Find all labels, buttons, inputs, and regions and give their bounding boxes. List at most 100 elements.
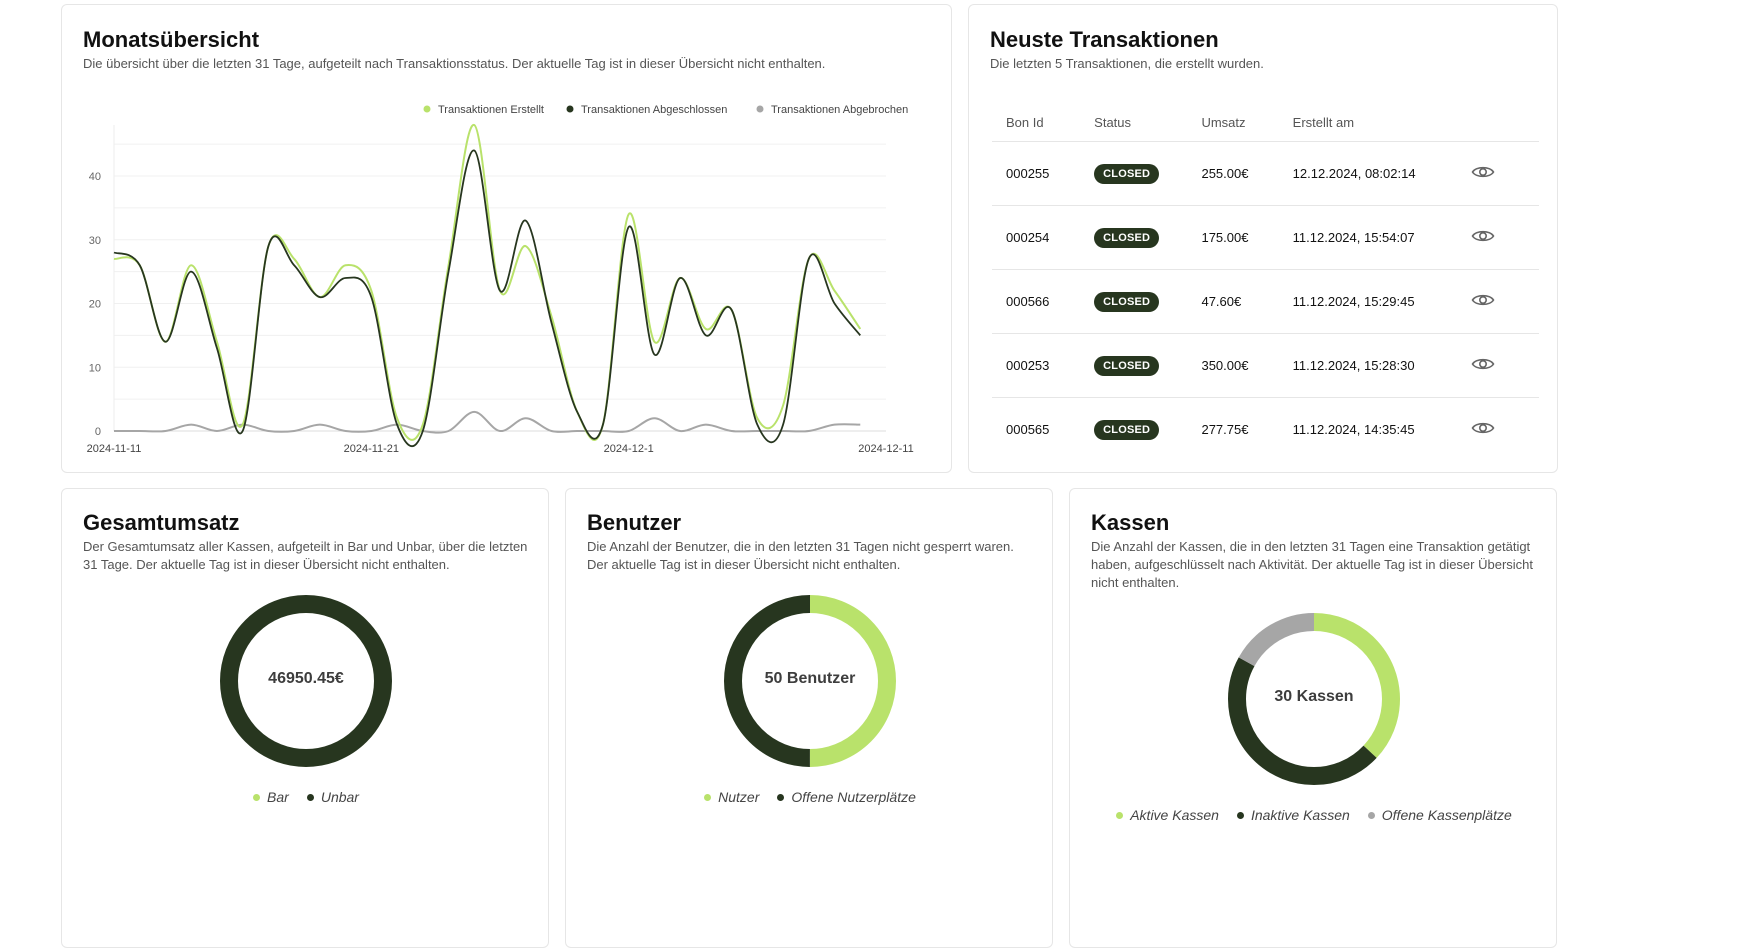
action-cell xyxy=(1457,269,1539,334)
revenue-legend: Bar Unbar xyxy=(62,789,550,805)
registers-title: Kassen xyxy=(1091,510,1170,535)
amount-cell: 277.75€ xyxy=(1201,422,1249,437)
amount-cell: 175.00€ xyxy=(1187,205,1279,270)
y-tick-label: 10 xyxy=(89,362,101,374)
revenue-total: 46950.45€ xyxy=(268,670,344,687)
eye-icon[interactable] xyxy=(1471,420,1495,436)
created-cell: 11.12.2024, 15:29:45 xyxy=(1278,269,1457,334)
action-cell xyxy=(1457,333,1539,398)
legend-label: Offene Kassenplätze xyxy=(1381,807,1512,823)
latest-transactions-title: Neuste Transaktionen xyxy=(990,27,1219,52)
users-title: Benutzer xyxy=(587,510,682,535)
table-header-row: Bon Id Status Umsatz Erstellt am xyxy=(992,103,1539,142)
amount-cell: 350.00€ xyxy=(1187,333,1279,398)
revenue-title: Gesamtumsatz xyxy=(83,510,240,535)
legend-item: Transaktionen Abgeschlossen xyxy=(566,104,727,116)
column-header-bon-id: Bon Id xyxy=(992,103,1081,142)
legend-dot xyxy=(704,793,712,801)
donut-slice xyxy=(220,595,392,767)
users-donut-chart xyxy=(724,595,896,767)
status-badge: CLOSED xyxy=(1094,419,1160,440)
bon-id-cell: 000254 xyxy=(992,205,1081,270)
chart-legend: Transaktionen Erstellt Transaktionen Abge… xyxy=(423,104,908,116)
legend-label: Bar xyxy=(267,789,289,805)
legend-label: Transaktionen Erstellt xyxy=(438,104,544,116)
latest-transactions-description: Die letzten 5 Transaktionen, die erstell… xyxy=(990,56,1264,71)
amount-cell: 255.00€ xyxy=(1187,141,1279,206)
registers-total: 30 Kassen xyxy=(1274,688,1354,705)
transactions-table: Bon Id Status Umsatz Erstellt am 000255 C… xyxy=(992,103,1539,461)
registers-legend: Aktive Kassen Inaktive Kassen Offene Kasse… xyxy=(1070,807,1558,823)
line-chart: 0 10 20 30 40 2024-11-11 2024-11-21 2024-12-1 20… xyxy=(87,104,914,455)
monthly-overview-title: Monatsübersicht xyxy=(83,27,260,52)
legend-dot xyxy=(566,105,574,113)
action-cell xyxy=(1457,205,1539,270)
users-total: 50 Benutzer xyxy=(764,670,856,687)
legend-item: Unbar xyxy=(306,789,359,805)
legend-label: Inaktive Kassen xyxy=(1250,807,1350,823)
users-description: Die Anzahl der Benutzer, die in den letz… xyxy=(587,539,1014,572)
status-cell: CLOSED xyxy=(1080,269,1188,334)
legend-dot xyxy=(423,105,431,113)
bon-id-cell: 000253 xyxy=(992,333,1081,398)
monthly-overview-card: Monatsübersicht Die übersicht über die l… xyxy=(61,4,952,473)
legend-item: Transaktionen Abgebrochen xyxy=(756,104,908,116)
users-card: Benutzer Die Anzahl der Benutzer, die in… xyxy=(565,488,1053,948)
legend-dot xyxy=(253,793,261,801)
eye-icon[interactable] xyxy=(1471,228,1495,244)
legend-dot xyxy=(777,793,785,801)
action-cell xyxy=(1457,141,1539,206)
y-tick-label: 40 xyxy=(89,171,101,183)
table-row: 000253 CLOSED 350.00€ 11.12.2024, 15:28:30 xyxy=(992,333,1539,398)
registers-description: Die Anzahl der Kassen, die in den letzte… xyxy=(1091,539,1533,590)
action-cell xyxy=(1457,398,1539,462)
created-cell: 11.12.2024, 14:35:45 xyxy=(1292,422,1415,437)
status-badge: CLOSED xyxy=(1094,227,1160,248)
revenue-card: Gesamtumsatz Der Gesamtumsatz aller Kass… xyxy=(61,488,549,948)
donut-slice xyxy=(1228,613,1400,785)
eye-icon[interactable] xyxy=(1471,292,1495,308)
eye-icon[interactable] xyxy=(1471,164,1495,180)
latest-transactions-card: Neuste Transaktionen Die letzten 5 Trans… xyxy=(968,4,1558,473)
x-tick-label: 2024-12-1 xyxy=(604,443,654,455)
table-row: 000255 CLOSED 255.00€ 12.12.2024, 08:02:14 xyxy=(992,141,1539,206)
monthly-overview-description: Die übersicht über die letzten 31 Tage, … xyxy=(83,56,826,71)
table-row: 000565 CLOSED 277.75€ 11.12.2024, 14:35:45 xyxy=(992,398,1539,462)
series-line-erstellt xyxy=(113,123,862,441)
legend-item: Aktive Kassen xyxy=(1116,807,1219,823)
column-header-actions xyxy=(1457,103,1539,142)
legend-label: Transaktionen Abgeschlossen xyxy=(581,104,727,116)
legend-item: Nutzer xyxy=(704,789,759,805)
legend-item: Bar xyxy=(253,789,289,805)
y-tick-label: 30 xyxy=(89,235,101,247)
legend-item: Offene Nutzerplätze xyxy=(777,789,916,805)
legend-label: Offene Nutzerplätze xyxy=(791,789,916,805)
users-legend: Nutzer Offene Nutzerplätze xyxy=(566,789,1054,805)
donut-slice xyxy=(724,595,896,767)
column-header-umsatz: Umsatz xyxy=(1187,103,1279,142)
legend-label: Aktive Kassen xyxy=(1130,807,1219,823)
status-cell: CLOSED xyxy=(1080,398,1187,462)
table-row: 000566 CLOSED 47.60€ 11.12.2024, 15:29:45 xyxy=(992,269,1539,334)
eye-icon[interactable] xyxy=(1471,356,1495,372)
legend-dot xyxy=(1367,811,1375,819)
status-badge: CLOSED xyxy=(1094,163,1160,184)
legend-dot xyxy=(306,793,314,801)
legend-dot xyxy=(756,105,764,113)
legend-item: Inaktive Kassen xyxy=(1236,807,1350,823)
created-cell: 12.12.2024, 08:02:14 xyxy=(1278,141,1457,206)
legend-dot xyxy=(1116,811,1124,819)
revenue-description: Der Gesamtumsatz aller Kassen, aufgeteil… xyxy=(83,539,528,572)
revenue-donut-chart xyxy=(220,595,392,767)
created-cell: 11.12.2024, 15:28:30 xyxy=(1278,333,1457,398)
legend-dot xyxy=(1236,811,1244,819)
status-badge: CLOSED xyxy=(1094,355,1160,376)
bon-id-cell: 000255 xyxy=(992,141,1081,206)
amount-cell: 47.60€ xyxy=(1187,269,1279,334)
status-cell: CLOSED xyxy=(1080,141,1188,206)
registers-donut-chart xyxy=(1228,613,1400,785)
series-line-abgeschlossen xyxy=(113,149,861,447)
registers-card: Kassen Die Anzahl der Kassen, die in den… xyxy=(1069,488,1557,948)
x-tick-label: 2024-12-11 xyxy=(858,443,913,455)
created-cell: 11.12.2024, 15:54:07 xyxy=(1278,205,1457,270)
